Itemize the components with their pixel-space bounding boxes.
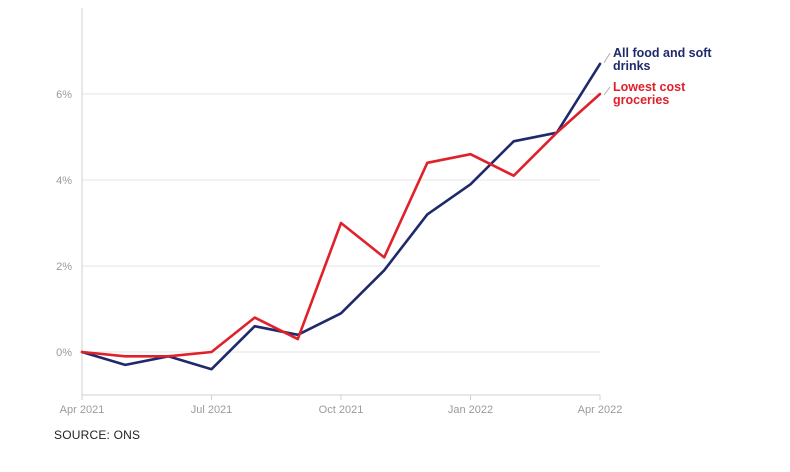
x-tick-label: Jan 2022 [448,404,493,416]
x-tick-label: Apr 2021 [60,404,105,416]
x-tick-label: Oct 2021 [319,404,364,416]
gridlines [82,93,600,353]
series-lines [80,62,602,371]
series-line-2 [80,92,602,358]
legend-label-1: drinks [613,59,651,73]
y-tick-label: 6% [56,89,72,101]
y-tick-label: 0% [56,347,72,359]
legend-connector [603,52,611,64]
x-tick-label: Jul 2021 [191,404,233,416]
axes [81,8,600,396]
x-tick-label: Apr 2022 [578,404,623,416]
legend-label-2: Lowest cost [613,80,686,94]
legend-label-2: groceries [613,93,669,107]
y-tick-label: 2% [56,261,72,273]
y-axis-ticks: 0% 2% 4% 6% [56,89,72,359]
legend-label-1: All food and soft [613,46,712,60]
series-line-1 [80,62,602,371]
source-note: SOURCE: ONS [54,428,141,442]
x-axis-ticks: Apr 2021 Jul 2021 Oct 2021 Jan 2022 Apr 2022 [60,395,623,416]
legend-connector [603,86,611,96]
y-tick-label: 4% [56,175,72,187]
